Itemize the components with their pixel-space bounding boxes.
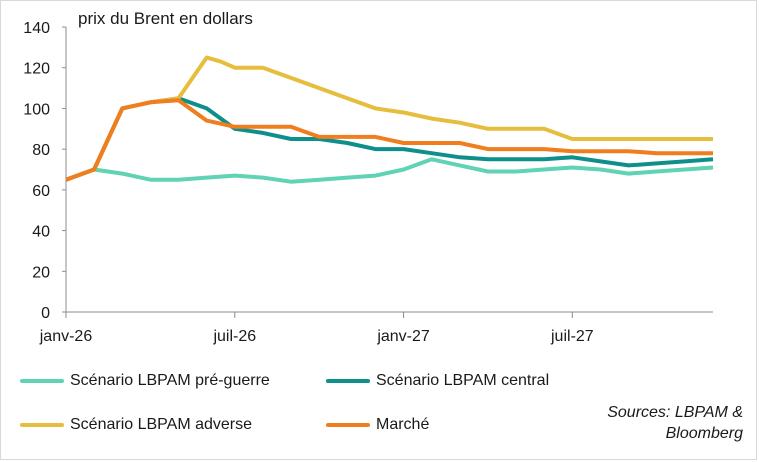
y-tick-label: 80 <box>32 142 50 159</box>
y-tick-label: 60 <box>32 183 50 200</box>
y-tick-label: 0 <box>41 305 50 322</box>
legend-item-central: Scénario LBPAM central <box>326 372 549 390</box>
legend-item-pre-guerre: Scénario LBPAM pré-guerre <box>20 372 270 390</box>
y-tick-label: 40 <box>32 224 50 241</box>
chart-title: prix du Brent en dollars <box>78 9 253 28</box>
legend-label-adverse: Scénario LBPAM adverse <box>70 416 253 433</box>
x-tick-label: juil-27 <box>550 328 594 345</box>
series-line-pre-guerre <box>65 157 714 184</box>
legend-item-marche: Marché <box>326 416 429 434</box>
source-note: Sources: LBPAM & Bloomberg <box>607 402 743 444</box>
x-tick-label: janv-26 <box>39 328 93 345</box>
series-line-adverse <box>65 55 713 182</box>
y-tick-label: 120 <box>23 61 50 78</box>
legend-swatch-marche <box>326 423 370 427</box>
legend-swatch-adverse <box>20 423 64 427</box>
legend-swatch-pre-guerre <box>20 379 64 383</box>
legend-label-pre-guerre: Scénario LBPAM pré-guerre <box>70 372 270 389</box>
x-tick-label: janv-27 <box>376 328 430 345</box>
legend-swatch-central <box>326 379 370 383</box>
source-line-2: Bloomberg <box>665 425 743 442</box>
x-axis: janv-26 juil-26 janv-27 juil-27 <box>39 311 713 345</box>
legend-label-marche: Marché <box>376 416 430 433</box>
legend-label-central: Scénario LBPAM central <box>376 372 550 389</box>
y-tick-label: 140 <box>23 20 50 37</box>
y-tick-label: 100 <box>23 101 50 118</box>
legend-item-adverse: Scénario LBPAM adverse <box>20 416 252 434</box>
y-axis: 0 20 40 60 80 100 120 140 <box>23 20 67 322</box>
x-tick-label: juil-26 <box>212 328 256 345</box>
y-tick-label: 20 <box>32 264 50 281</box>
series-line-marche <box>65 98 713 182</box>
series-lines <box>65 55 714 184</box>
source-line-1: Sources: LBPAM & <box>607 404 743 421</box>
